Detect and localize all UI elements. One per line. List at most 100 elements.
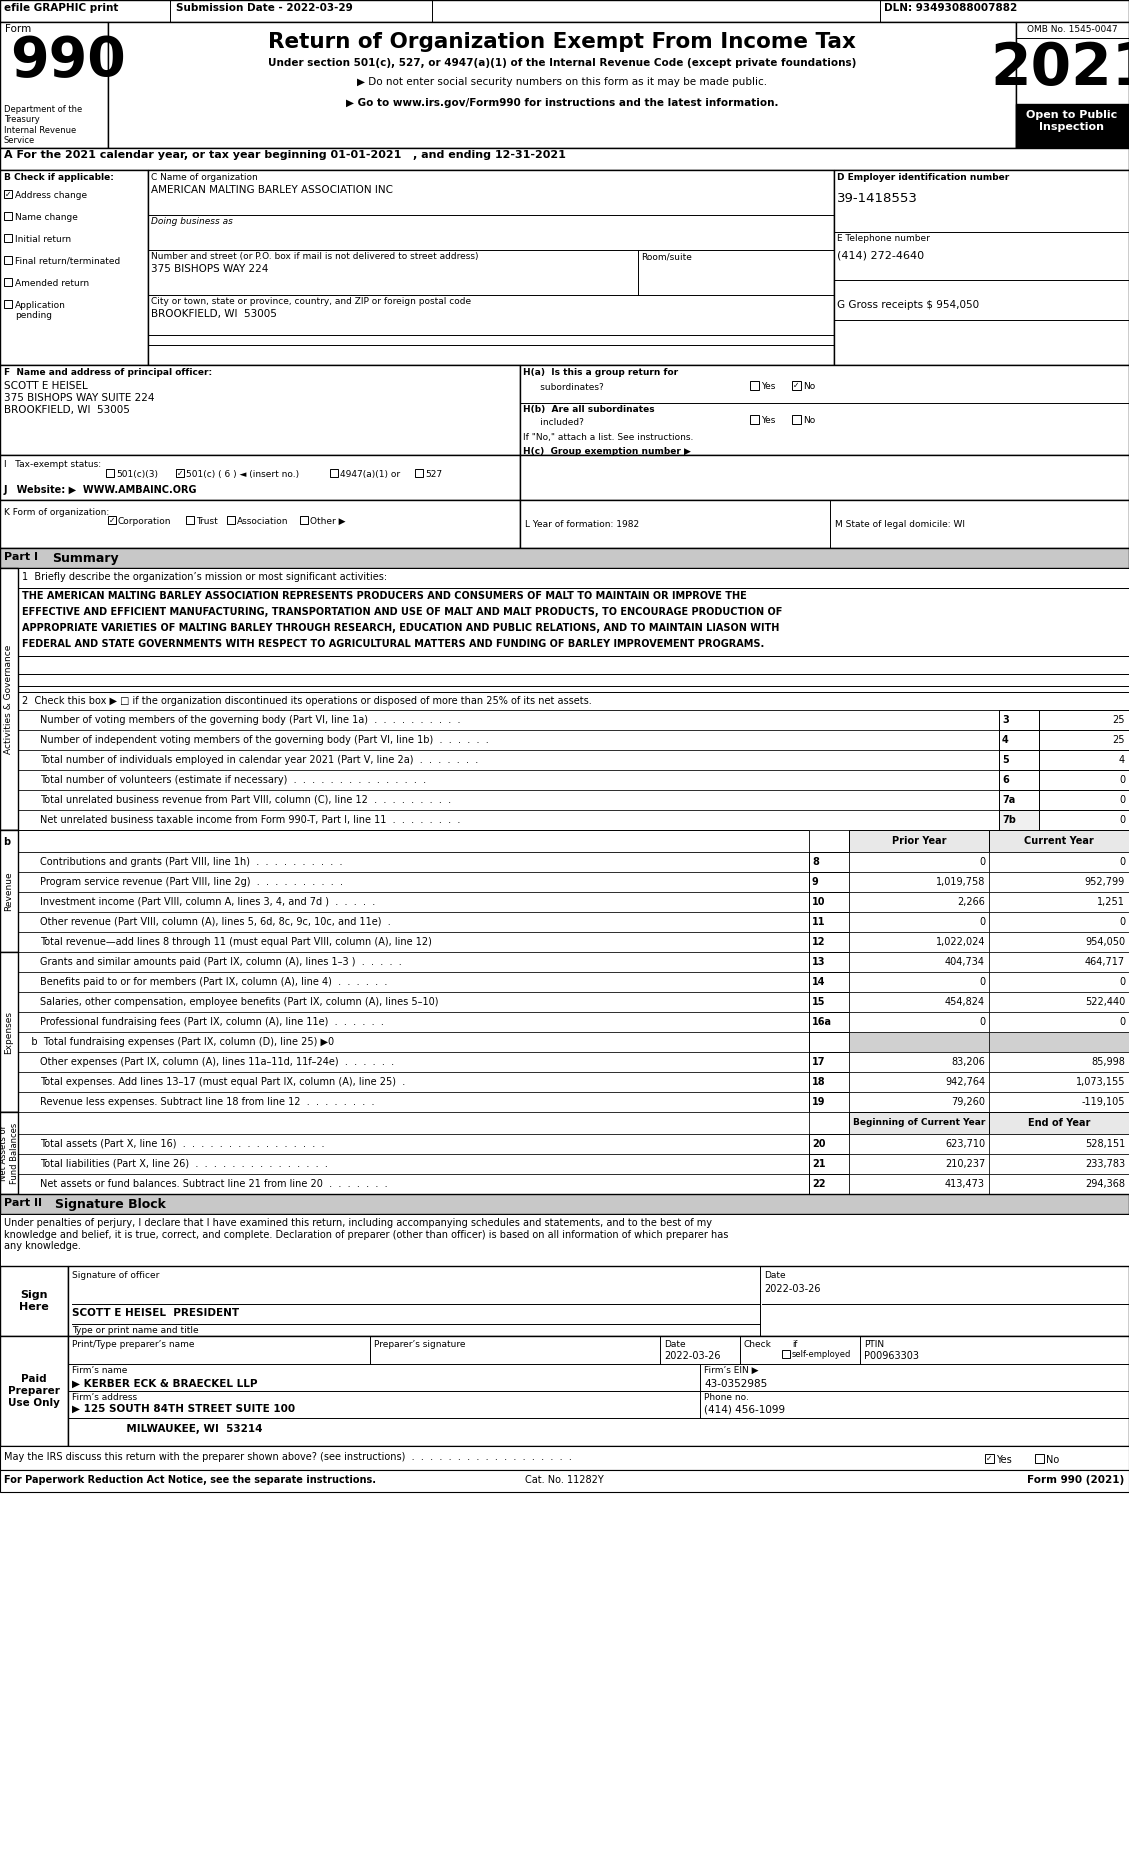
- Text: Part II: Part II: [5, 1199, 42, 1208]
- Bar: [18, 1154, 809, 1174]
- Bar: [849, 971, 989, 992]
- Text: 0: 0: [979, 977, 984, 988]
- Text: SCOTT E HEISEL  PRESIDENT: SCOTT E HEISEL PRESIDENT: [72, 1309, 239, 1318]
- Text: Total assets (Part X, line 16)  .  .  .  .  .  .  .  .  .  .  .  .  .  .  .  .: Total assets (Part X, line 16) . . . . .…: [40, 1139, 324, 1148]
- Text: Yes: Yes: [761, 416, 776, 425]
- Text: 20: 20: [812, 1139, 825, 1148]
- Text: 11: 11: [812, 917, 825, 926]
- Text: Salaries, other compensation, employee benefits (Part IX, column (A), lines 5–10: Salaries, other compensation, employee b…: [40, 997, 438, 1007]
- Bar: [18, 872, 809, 893]
- Bar: [0, 1336, 68, 1446]
- Text: 952,799: 952,799: [1085, 876, 1124, 887]
- Bar: [18, 587, 1129, 656]
- Text: Form: Form: [5, 24, 32, 34]
- Bar: [5, 235, 12, 242]
- Bar: [989, 953, 1129, 971]
- Text: 22: 22: [812, 1180, 825, 1189]
- Bar: [0, 365, 520, 455]
- Text: Initial return: Initial return: [15, 235, 71, 244]
- Text: Net assets or fund balances. Subtract line 21 from line 20  .  .  .  .  .  .  .: Net assets or fund balances. Subtract li…: [40, 1180, 387, 1189]
- Text: F  Name and address of principal officer:: F Name and address of principal officer:: [5, 367, 212, 377]
- Text: Under section 501(c), 527, or 4947(a)(1) of the Internal Revenue Code (except pr: Under section 501(c), 527, or 4947(a)(1)…: [268, 58, 856, 67]
- Bar: [227, 516, 235, 524]
- Bar: [989, 971, 1129, 992]
- Bar: [1016, 22, 1129, 147]
- Text: 233,783: 233,783: [1085, 1159, 1124, 1169]
- Text: 1,073,155: 1,073,155: [1076, 1077, 1124, 1087]
- Bar: [18, 1174, 809, 1195]
- Bar: [1039, 710, 1129, 731]
- Text: H(a)  Is this a group return for: H(a) Is this a group return for: [523, 367, 679, 377]
- Bar: [989, 852, 1129, 872]
- Bar: [18, 1133, 809, 1154]
- Bar: [809, 852, 849, 872]
- Bar: [809, 872, 849, 893]
- Text: THE AMERICAN MALTING BARLEY ASSOCIATION REPRESENTS PRODUCERS AND CONSUMERS OF MA: THE AMERICAN MALTING BARLEY ASSOCIATION …: [21, 591, 746, 600]
- Bar: [0, 829, 18, 953]
- Bar: [999, 749, 1039, 770]
- Text: Return of Organization Exempt From Income Tax: Return of Organization Exempt From Incom…: [268, 32, 856, 52]
- Text: Net unrelated business taxable income from Form 990-T, Part I, line 11  .  .  . : Net unrelated business taxable income fr…: [40, 815, 461, 826]
- Bar: [18, 932, 809, 953]
- Bar: [989, 911, 1129, 932]
- Bar: [18, 790, 999, 811]
- Text: 1,251: 1,251: [1097, 897, 1124, 908]
- Text: M State of legal domicile: WI: M State of legal domicile: WI: [835, 520, 965, 529]
- Text: ▶ Do not enter social security numbers on this form as it may be made public.: ▶ Do not enter social security numbers o…: [357, 76, 767, 88]
- Text: 21: 21: [812, 1159, 825, 1169]
- Bar: [1039, 811, 1129, 829]
- Text: 2  Check this box ▶ □ if the organization discontinued its operations or dispose: 2 Check this box ▶ □ if the organization…: [21, 695, 592, 706]
- Bar: [18, 675, 1129, 692]
- Bar: [849, 893, 989, 911]
- Bar: [0, 170, 148, 365]
- Bar: [148, 170, 834, 365]
- Text: DLN: 93493088007882: DLN: 93493088007882: [884, 4, 1017, 13]
- Text: efile GRAPHIC print: efile GRAPHIC print: [5, 4, 119, 13]
- Bar: [989, 829, 1129, 852]
- Bar: [18, 829, 809, 852]
- Text: Other revenue (Part VIII, column (A), lines 5, 6d, 8c, 9c, 10c, and 11e)  .: Other revenue (Part VIII, column (A), li…: [40, 917, 391, 926]
- Text: 954,050: 954,050: [1085, 938, 1124, 947]
- Text: Preparer’s signature: Preparer’s signature: [374, 1340, 465, 1350]
- Text: 39-1418553: 39-1418553: [837, 192, 918, 205]
- Text: Revenue less expenses. Subtract line 18 from line 12  .  .  .  .  .  .  .  .: Revenue less expenses. Subtract line 18 …: [40, 1098, 375, 1107]
- Text: Firm’s name: Firm’s name: [72, 1366, 128, 1376]
- Bar: [18, 1033, 809, 1051]
- Text: Part I: Part I: [5, 552, 38, 563]
- Text: AMERICAN MALTING BARLEY ASSOCIATION INC: AMERICAN MALTING BARLEY ASSOCIATION INC: [151, 185, 393, 196]
- Text: D Employer identification number: D Employer identification number: [837, 173, 1009, 183]
- Text: Total unrelated business revenue from Part VIII, column (C), line 12  .  .  .  .: Total unrelated business revenue from Pa…: [40, 796, 452, 805]
- Bar: [809, 971, 849, 992]
- Text: Beginning of Current Year: Beginning of Current Year: [852, 1118, 986, 1128]
- Text: Total expenses. Add lines 13–17 (must equal Part IX, column (A), line 25)  .: Total expenses. Add lines 13–17 (must eq…: [40, 1077, 405, 1087]
- Text: 0: 0: [1119, 815, 1124, 826]
- Text: Total number of volunteers (estimate if necessary)  .  .  .  .  .  .  .  .  .  .: Total number of volunteers (estimate if …: [40, 775, 426, 785]
- Text: OMB No. 1545-0047: OMB No. 1545-0047: [1026, 24, 1118, 34]
- Bar: [18, 1051, 809, 1072]
- Bar: [1039, 790, 1129, 811]
- Text: Activities & Governance: Activities & Governance: [5, 645, 14, 753]
- Text: Firm’s address: Firm’s address: [72, 1392, 137, 1402]
- Text: 15: 15: [812, 997, 825, 1007]
- Bar: [5, 278, 12, 285]
- Bar: [68, 1266, 1129, 1336]
- Bar: [18, 749, 999, 770]
- Text: 17: 17: [812, 1057, 825, 1066]
- Text: Yes: Yes: [761, 382, 776, 391]
- Bar: [520, 365, 1129, 455]
- Bar: [989, 1154, 1129, 1174]
- Text: 0: 0: [1119, 977, 1124, 988]
- Bar: [1039, 749, 1129, 770]
- Bar: [849, 1113, 989, 1133]
- Text: 501(c) ( 6 ) ◄ (insert no.): 501(c) ( 6 ) ◄ (insert no.): [186, 470, 299, 479]
- Text: Total liabilities (Part X, line 26)  .  .  .  .  .  .  .  .  .  .  .  .  .  .  .: Total liabilities (Part X, line 26) . . …: [40, 1159, 327, 1169]
- Text: 8: 8: [812, 857, 819, 867]
- Bar: [782, 1350, 790, 1359]
- Bar: [809, 1012, 849, 1033]
- Text: b  Total fundraising expenses (Part IX, column (D), line 25) ▶0: b Total fundraising expenses (Part IX, c…: [21, 1036, 334, 1048]
- Bar: [300, 516, 308, 524]
- Text: ▶ KERBER ECK & BRAECKEL LLP: ▶ KERBER ECK & BRAECKEL LLP: [72, 1379, 257, 1389]
- Bar: [849, 932, 989, 953]
- Text: 1,019,758: 1,019,758: [936, 876, 984, 887]
- Bar: [18, 1092, 809, 1113]
